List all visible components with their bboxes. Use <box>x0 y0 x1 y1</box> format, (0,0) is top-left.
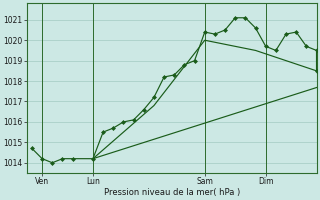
X-axis label: Pression niveau de la mer( hPa ): Pression niveau de la mer( hPa ) <box>104 188 240 197</box>
